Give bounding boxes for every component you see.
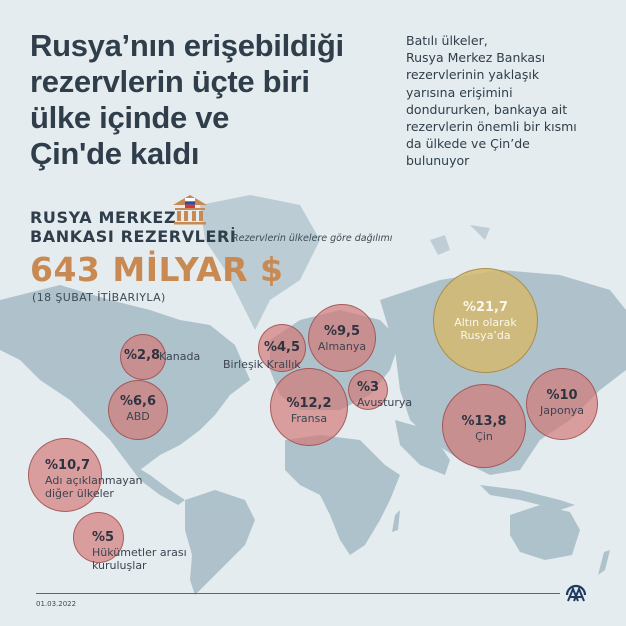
- title-line: Rusya’nın erişebildiği: [30, 28, 344, 63]
- country-name: Çin: [475, 430, 493, 443]
- country-name-line2: kuruluşlar: [92, 559, 147, 572]
- pct-value: %3: [357, 380, 380, 395]
- bubble-almanya: [308, 304, 376, 372]
- bubble-hukumetler-arasi: [73, 512, 124, 563]
- label-diger-ulkeler: %10,7 Adı açıklanmayan diğer ülkeler: [45, 458, 143, 500]
- bubble-cin: [442, 384, 526, 468]
- reserves-label: RUSYA MERKEZ BANKASI REZERVLERİ: [30, 208, 236, 246]
- label-fransa: %12,2 Fransa: [270, 396, 348, 425]
- as-of-date: (18 ŞUBAT İTİBARIYLA): [32, 291, 166, 304]
- intro-line: rezervlerinin yaklaşık: [406, 67, 540, 83]
- label-birlesik-krallik: %4,5: [262, 340, 302, 356]
- title-line: rezervlerin üçte biri: [30, 64, 310, 99]
- bubble-diger-ulkeler: [28, 438, 102, 512]
- label-rusya-altin: %21,7 Altın olarak Rusya’da: [433, 300, 538, 342]
- title-line: Çin'de kaldı: [30, 136, 200, 171]
- bubble-kanada: [120, 334, 166, 380]
- intro-line: bulunuyor: [406, 153, 470, 169]
- pct-value: %12,2: [286, 396, 332, 411]
- country-name: Altın olarak: [454, 316, 517, 329]
- name-birlesik-krallik: Birleşik Krallık: [223, 358, 301, 371]
- pct-value: %10: [546, 388, 578, 403]
- title-line: ülke içinde ve: [30, 100, 230, 135]
- bank-building-icon: [173, 195, 207, 225]
- footer-divider: [36, 593, 560, 594]
- pct-value: %2,8: [124, 348, 161, 363]
- country-name: Almanya: [317, 340, 367, 353]
- country-name: Japonya: [540, 404, 584, 417]
- intro-line: dondururken, bankaya ait: [406, 101, 568, 117]
- pct-value: %6,6: [119, 394, 157, 409]
- bubble-birlesik-krallik: [258, 324, 306, 372]
- pct-value: %21,7: [462, 300, 509, 315]
- pct-value: %5: [92, 530, 115, 545]
- reserves-label-line1: RUSYA MERKEZ: [30, 208, 177, 227]
- country-name: Avusturya: [357, 396, 413, 409]
- reserves-label-line2: BANKASI REZERVLERİ: [30, 227, 237, 246]
- bubble-rusya-altin: [433, 268, 538, 373]
- name-kanada: Kanada: [159, 350, 201, 363]
- intro-line: Batılı ülkeler,: [406, 33, 488, 48]
- pct-value: %10,7: [45, 458, 91, 473]
- intro-text: Batılı ülkeler, Rusya Merkez Bankası rez…: [406, 32, 616, 170]
- chart-subtitle: Rezervlerin ülkelere göre dağılımı: [232, 233, 393, 244]
- publish-date: 01.03.2022: [36, 600, 77, 608]
- page-title: Rusya’nın erişebildiği rezervlerin üçte …: [30, 28, 380, 172]
- bubble-fransa: [270, 368, 348, 446]
- total-amount: 643 MİLYAR $: [30, 250, 284, 289]
- label-hukumetler-arasi: %5 Hükümetler arası kuruluşlar: [92, 530, 187, 572]
- label-almanya: %9,5 Almanya: [308, 324, 376, 353]
- bubble-abd: [108, 380, 168, 440]
- label-cin: %13,8 Çin: [442, 414, 526, 443]
- pct-value: %4,5: [263, 340, 301, 355]
- pct-value: %9,5: [323, 324, 361, 339]
- country-name: Fransa: [290, 412, 328, 425]
- label-japonya: %10 Japonya: [526, 388, 598, 417]
- intro-line: Rusya Merkez Bankası: [406, 50, 546, 66]
- intro-line: yarısına erişimini: [406, 84, 513, 100]
- country-name: Hükümetler arası: [92, 546, 187, 559]
- country-name: Adı açıklanmayan: [45, 474, 143, 487]
- country-name: ABD: [126, 410, 150, 423]
- country-name-line2: Rusya’da: [460, 329, 511, 342]
- country-name-line2: diğer ülkeler: [45, 487, 114, 500]
- bubble-avusturya: [348, 370, 388, 410]
- label-avusturya: %3 Avusturya: [357, 380, 412, 409]
- label-kanada: %2,8: [124, 348, 160, 364]
- bubble-japonya: [526, 368, 598, 440]
- intro-line: da ülkede ve Çin’de: [406, 136, 530, 152]
- pct-value: %13,8: [461, 414, 507, 429]
- intro-line: rezervlerin önemli bir kısmı: [406, 119, 577, 135]
- label-abd: %6,6 ABD: [108, 394, 168, 423]
- aa-logo-icon: [565, 584, 587, 602]
